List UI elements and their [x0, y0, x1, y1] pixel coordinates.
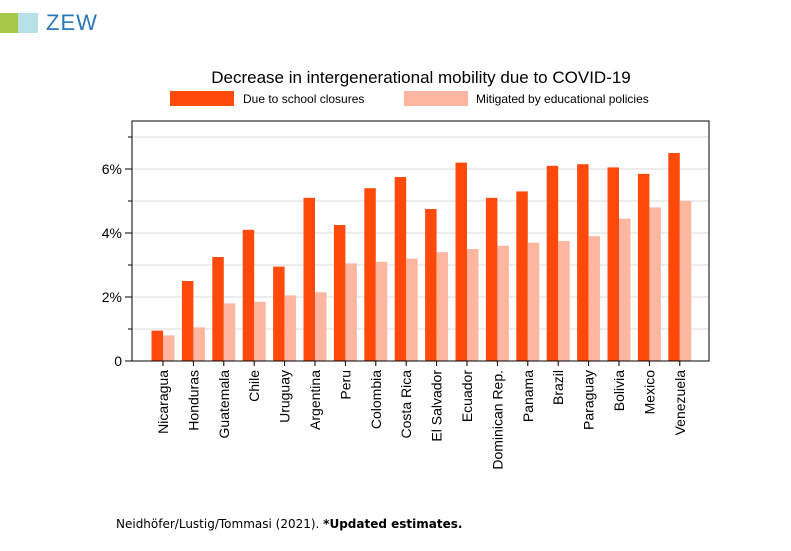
bar-mitigated [284, 295, 297, 361]
source-citation: Neidhöfer/Lustig/Tommasi (2021). [116, 517, 324, 531]
legend-label-1: Mitigated by educational policies [476, 92, 649, 106]
bar-mitigated [193, 327, 205, 361]
bar-mitigated [254, 301, 266, 361]
bar-school-closures [181, 281, 194, 361]
x-tick-label: Argentina [307, 370, 323, 430]
bar-school-closures [516, 191, 528, 361]
legend-label-0: Due to school closures [243, 92, 364, 106]
logo-square-cyan [18, 13, 38, 33]
bar-mitigated [315, 292, 327, 361]
logo-text: ZEW [46, 10, 98, 35]
x-tick-label: Venezuela [672, 370, 688, 436]
x-tick-label: Chile [246, 370, 262, 402]
x-axis: Nicaragua Honduras Guatemala Chile Uruguay Ar… [155, 361, 688, 470]
x-tick-label: Colombia [368, 370, 384, 429]
bar-school-closures [637, 173, 650, 361]
logo-square-green [0, 13, 18, 33]
bar-school-closures [333, 225, 346, 361]
bar-mitigated [527, 242, 540, 361]
bars-group [151, 153, 692, 361]
x-tick-label: Dominican Rep. [489, 370, 505, 470]
source-note: Neidhöfer/Lustig/Tommasi (2021). *Update… [116, 517, 462, 531]
bar-school-closures [607, 167, 619, 361]
bar-mitigated [436, 252, 449, 361]
bar-school-closures [273, 266, 285, 361]
bar-school-closures [242, 229, 255, 361]
bar-school-closures [151, 330, 163, 361]
plot-frame [131, 120, 710, 362]
bar-mitigated [467, 249, 479, 361]
bar-mitigated [375, 261, 388, 361]
bar-school-closures [577, 164, 589, 361]
bar-mitigated [163, 335, 175, 361]
x-tick-label: Nicaragua [155, 370, 171, 434]
bar-mitigated [406, 258, 418, 361]
x-tick-label: Guatemala [216, 370, 232, 439]
bar-mitigated [558, 241, 570, 361]
x-tick-label: Costa Rica [398, 370, 414, 439]
bar-school-closures [364, 188, 376, 361]
y-tick-label: 4% [102, 225, 122, 241]
bar-school-closures [546, 165, 559, 361]
y-tick-label: 0 [114, 353, 122, 369]
bar-mitigated [345, 263, 357, 361]
bar-mitigated [223, 303, 236, 361]
zew-logo: ZEW [0, 10, 98, 35]
bar-school-closures [303, 197, 315, 361]
x-tick-label: Brazil [550, 370, 566, 405]
y-tick-label: 6% [102, 161, 122, 177]
y-tick-label: 2% [102, 289, 122, 305]
bar-mitigated [588, 236, 601, 361]
x-tick-label: Peru [337, 370, 353, 400]
bar-school-closures [394, 177, 407, 361]
x-tick-label: Uruguay [277, 370, 293, 423]
x-tick-label: Ecuador [459, 370, 475, 422]
chart-title: Decrease in intergenerational mobility d… [211, 68, 631, 87]
bar-mitigated [649, 207, 661, 361]
y-axis: 0 2% 4% 6% [102, 136, 132, 369]
bar-mitigated [619, 218, 631, 361]
bar-school-closures [212, 257, 224, 361]
x-tick-label: Honduras [185, 370, 201, 431]
legend-swatch-0 [170, 91, 234, 106]
bar-school-closures [668, 153, 680, 361]
legend-swatch-1 [404, 91, 468, 106]
x-tick-label: Paraguay [581, 370, 597, 430]
bar-school-closures [485, 197, 498, 361]
x-tick-label: Panama [520, 370, 536, 422]
x-tick-label: Bolivia [611, 370, 627, 411]
source-updated-note: *Updated estimates. [323, 517, 463, 531]
x-tick-label: El Salvador [429, 370, 445, 442]
bar-school-closures [455, 162, 467, 361]
bar-mitigated [497, 245, 509, 361]
chart-legend: Due to school closures Mitigated by educa… [170, 91, 649, 106]
x-tick-label: Mexico [641, 370, 657, 415]
bar-mitigated [679, 201, 692, 361]
bar-school-closures [425, 209, 437, 361]
